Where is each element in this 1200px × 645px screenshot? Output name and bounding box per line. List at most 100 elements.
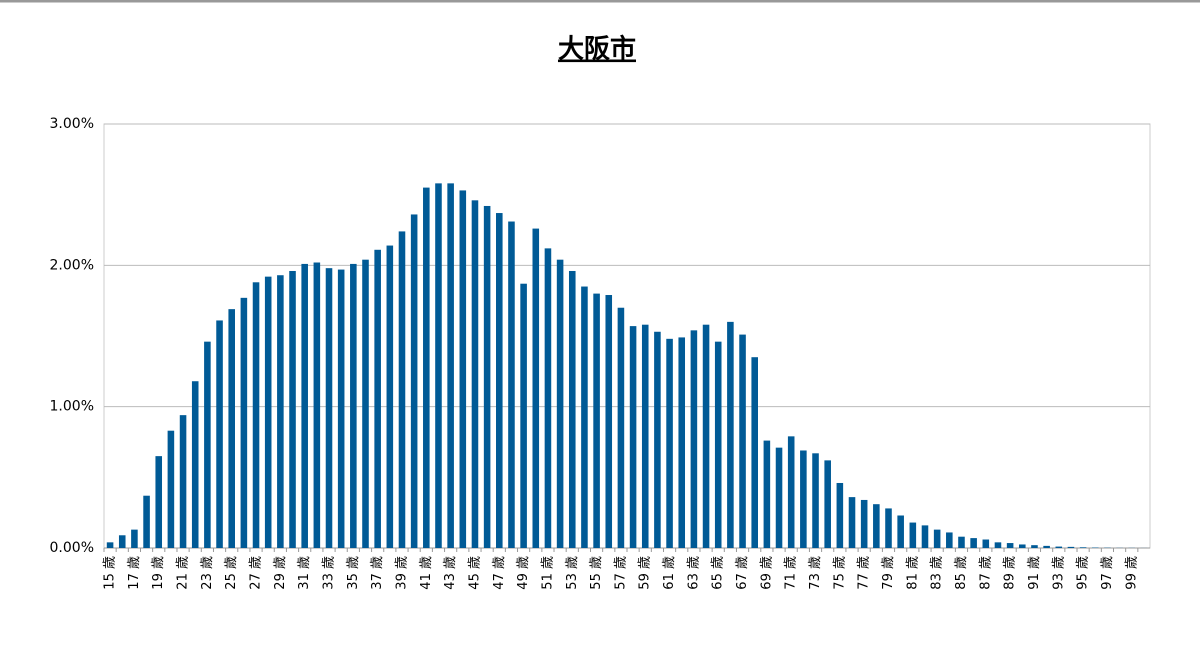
bar (216, 320, 223, 548)
bar (824, 460, 831, 548)
bar (496, 213, 503, 549)
x-tick-label: 67 歳 (735, 556, 750, 590)
plot-frame (103, 123, 1151, 549)
x-tick-label: 91 歳 (1027, 556, 1042, 590)
x-tick-label: 85 歳 (954, 556, 969, 590)
bar (544, 248, 552, 548)
bar (325, 268, 333, 548)
bar (933, 529, 941, 548)
y-tick-label: 0.00% (50, 540, 94, 556)
bar (727, 321, 734, 548)
bar (423, 187, 430, 548)
bar (386, 245, 394, 548)
x-tick-label: 49 歳 (516, 556, 531, 590)
y-tick-label: 1.00% (50, 399, 94, 415)
bar (848, 497, 856, 548)
bar (277, 275, 284, 548)
bar (240, 297, 248, 548)
x-tick-label: 45 歳 (467, 556, 482, 590)
x-tick-label: 55 歳 (589, 556, 604, 590)
x-tick-label: 59 歳 (638, 556, 653, 590)
x-tick-label: 63 歳 (686, 556, 701, 590)
bar (118, 535, 126, 548)
bar (313, 262, 321, 548)
x-tick-label: 61 歳 (662, 556, 677, 590)
x-tick-label: 77 歳 (857, 556, 872, 590)
bar (532, 228, 540, 548)
bar (958, 536, 965, 548)
bar (435, 183, 442, 549)
x-tick-label: 31 歳 (297, 556, 312, 590)
bar (143, 495, 150, 548)
bar (982, 539, 990, 548)
bar (617, 307, 625, 548)
bar (508, 221, 515, 548)
x-tick-label: 69 歳 (759, 556, 774, 590)
bar (666, 338, 673, 548)
bar (800, 450, 807, 548)
bar (483, 205, 491, 548)
bar (654, 331, 661, 548)
bar (751, 357, 758, 548)
x-tick-label: 57 歳 (613, 556, 628, 590)
bar (568, 270, 576, 548)
bar (252, 282, 260, 548)
bar (836, 482, 844, 548)
x-tick-label: 93 歳 (1051, 556, 1066, 590)
bar (362, 259, 369, 548)
x-tick-label: 33 歳 (322, 556, 337, 590)
bar (410, 214, 418, 548)
bar (131, 529, 138, 548)
chart-title: 大阪市 (558, 34, 636, 65)
x-tick-label: 73 歳 (808, 556, 823, 590)
x-tick-label: 15 歳 (103, 556, 118, 590)
x-tick-label: 71 歳 (784, 556, 799, 590)
x-tick-label: 81 歳 (905, 556, 920, 590)
bar (1043, 545, 1050, 548)
bar (787, 436, 795, 548)
x-tick-label: 47 歳 (492, 556, 507, 590)
bar (860, 499, 868, 548)
bar (228, 309, 235, 548)
x-tick-label: 87 歳 (978, 556, 993, 590)
bar (897, 515, 904, 548)
bar (447, 183, 454, 549)
x-tick-label: 17 歳 (127, 556, 142, 590)
bar (191, 381, 199, 548)
bar (374, 249, 381, 548)
x-tick-label: 37 歳 (370, 556, 385, 590)
bar (909, 522, 917, 548)
bar (678, 337, 686, 548)
bar (471, 200, 479, 548)
bar (337, 269, 345, 548)
bar (289, 270, 296, 548)
bar (204, 341, 211, 548)
x-tick-label: 89 歳 (1003, 556, 1018, 590)
x-tick-label: 83 歳 (930, 556, 945, 590)
bar (106, 542, 114, 548)
x-tick-label: 95 歳 (1076, 556, 1091, 590)
bar (1067, 546, 1075, 548)
x-tick-label: 97 歳 (1100, 556, 1115, 590)
bar (702, 324, 710, 548)
bar (1031, 545, 1038, 548)
bar (629, 326, 637, 548)
bar (690, 330, 698, 548)
bar (921, 525, 929, 548)
bar (556, 259, 564, 548)
bar (398, 231, 406, 548)
bar (885, 508, 892, 548)
x-tick-label: 23 歳 (200, 556, 215, 590)
y-tick-label: 3.00% (50, 116, 94, 132)
x-tick-label: 99 歳 (1124, 556, 1139, 590)
x-tick-label: 51 歳 (540, 556, 555, 590)
x-tick-label: 25 歳 (224, 556, 239, 590)
bar (155, 456, 163, 548)
bar (179, 415, 187, 548)
x-tick-label: 21 歳 (176, 556, 191, 590)
bar (581, 286, 588, 548)
bar (605, 295, 613, 548)
bar (1019, 544, 1026, 548)
x-tick-label: 27 歳 (249, 556, 264, 590)
